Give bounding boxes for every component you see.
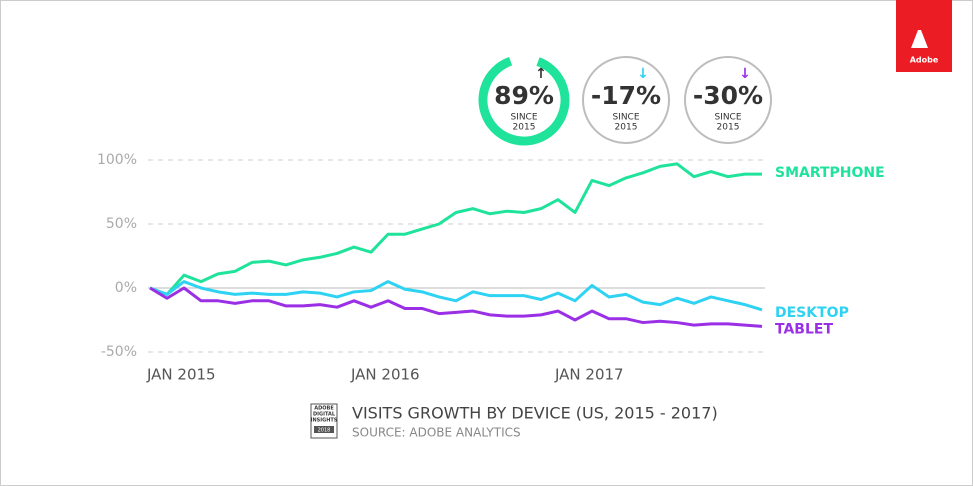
badge-text: INSIGHTS — [311, 418, 338, 424]
badge-text: ADOBE — [314, 406, 334, 412]
line — [149, 162, 762, 296]
callout-arrow: ↓ — [637, 66, 649, 82]
brand-name: Adobe — [910, 56, 939, 65]
badge-text: 2018 — [318, 428, 331, 434]
callout-line: 2015 — [615, 123, 638, 133]
line — [149, 286, 763, 328]
legend-label: DESKTOP — [775, 305, 849, 321]
legend-label: TABLET — [775, 321, 833, 337]
y-tick-label: 50% — [106, 216, 137, 232]
callout-line: SINCE — [714, 113, 741, 123]
chart-title: VISITS GROWTH BY DEVICE (US, 2015 - 2017… — [352, 404, 718, 423]
callout-line: SINCE — [612, 113, 639, 123]
x-tick-label: JAN 2016 — [350, 366, 420, 384]
callout-ring — [478, 54, 570, 146]
callout-arrow: ↑ — [535, 66, 547, 82]
callout-line: 2015 — [717, 123, 740, 133]
brand-logo — [911, 30, 928, 48]
y-tick-label: 0% — [115, 280, 137, 296]
x-tick-label: JAN 2017 — [554, 366, 624, 384]
x-tick-label: JAN 2015 — [146, 366, 216, 384]
y-tick-label: 100% — [97, 152, 137, 168]
chart-subtitle: SOURCE: ADOBE ANALYTICS — [352, 426, 521, 440]
callout-line: SINCE — [510, 113, 537, 123]
callout-value: 89% — [494, 81, 554, 110]
brand-box — [896, 0, 952, 72]
report-badge: ADOBE DIGITAL INSIGHTS 2018 — [310, 403, 338, 439]
badge-bar — [314, 426, 334, 433]
y-tick-label: -50% — [101, 344, 137, 360]
callout-ring — [684, 56, 772, 144]
legend-label: SMARTPHONE — [775, 165, 885, 181]
callout-arrow: ↓ — [739, 66, 751, 82]
callout-value: -17% — [591, 81, 661, 110]
badge-text: DIGITAL — [313, 412, 336, 418]
callout-ring — [582, 56, 670, 144]
callout-value: -30% — [693, 81, 763, 110]
line — [149, 280, 763, 312]
callout-line: 2015 — [513, 123, 536, 133]
